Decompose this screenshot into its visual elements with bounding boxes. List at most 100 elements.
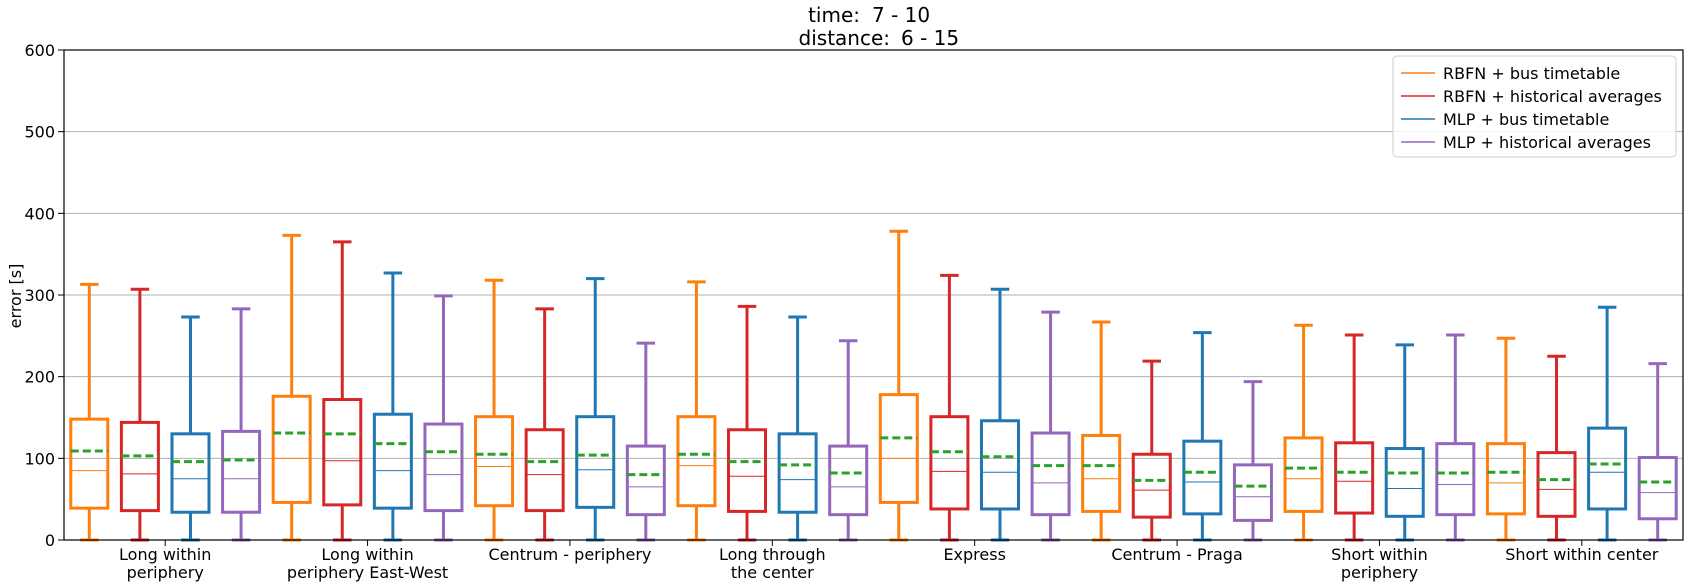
- iqr-box: [372, 412, 413, 510]
- y-tick-label: 300: [24, 286, 55, 305]
- y-tick-label: 500: [24, 123, 55, 142]
- iqr-box: [1081, 433, 1122, 513]
- title-distance-value: 6 - 15: [901, 26, 959, 50]
- iqr-box: [1587, 426, 1628, 511]
- x-tick-label: Long through: [719, 545, 826, 564]
- iqr-box: [777, 432, 818, 514]
- legend-frame: [1392, 55, 1677, 158]
- iqr-box: [1334, 441, 1375, 515]
- box-0-2: [170, 315, 211, 542]
- title-distance-label: distance:: [799, 26, 890, 50]
- iqr-box: [727, 428, 768, 513]
- iqr-box: [1637, 456, 1678, 521]
- box-3-0: [676, 280, 717, 542]
- box-2-3: [625, 341, 666, 542]
- iqr-box: [1485, 442, 1526, 516]
- box-5-3: [1232, 380, 1273, 542]
- iqr-box: [1030, 431, 1071, 517]
- box-5-2: [1182, 331, 1223, 542]
- box-3-3: [828, 339, 869, 542]
- box-5-1: [1131, 359, 1172, 542]
- legend-item: MLP + bus timetable: [1401, 110, 1609, 129]
- x-tick-label: Express: [943, 545, 1005, 564]
- x-tick-label: Centrum - periphery: [488, 545, 651, 564]
- chart-title: time: 7 - 10 distance: 6 - 15: [799, 3, 960, 50]
- iqr-box: [1384, 447, 1425, 518]
- iqr-box: [625, 444, 666, 517]
- legend: RBFN + bus timetable RBFN + historical av…: [1392, 55, 1677, 158]
- iqr-box: [221, 429, 262, 514]
- box-1-3: [423, 294, 464, 542]
- box-2-2: [575, 277, 616, 542]
- box-5-0: [1081, 320, 1122, 542]
- box-7-0: [1485, 336, 1526, 542]
- iqr-box: [979, 419, 1020, 511]
- iqr-box: [474, 415, 515, 508]
- box-6-2: [1384, 343, 1425, 542]
- y-tick-label: 200: [24, 368, 55, 387]
- y-axis-label: error [s]: [6, 264, 25, 329]
- box-0-1: [119, 287, 160, 542]
- iqr-box: [1182, 439, 1223, 516]
- legend-item: RBFN + historical averages: [1401, 87, 1662, 106]
- boxplots: [69, 229, 1678, 542]
- x-tick-label: periphery: [1341, 563, 1418, 582]
- box-4-1: [929, 273, 970, 542]
- box-4-2: [979, 287, 1020, 542]
- box-1-2: [372, 271, 413, 542]
- box-7-2: [1587, 305, 1628, 542]
- legend-label: MLP + bus timetable: [1443, 110, 1609, 129]
- box-7-3: [1637, 362, 1678, 542]
- x-tick-label: Short within: [1331, 545, 1428, 564]
- iqr-box: [828, 444, 869, 517]
- iqr-box: [271, 394, 312, 504]
- box-3-2: [777, 315, 818, 542]
- x-tick-label: Long within: [119, 545, 211, 564]
- box-7-1: [1536, 354, 1577, 542]
- iqr-box: [1232, 463, 1273, 522]
- box-0-3: [221, 307, 262, 542]
- iqr-box: [575, 415, 616, 509]
- legend-item: MLP + historical averages: [1401, 133, 1651, 152]
- box-2-1: [524, 307, 565, 542]
- title-time-value: 7 - 10: [872, 3, 930, 27]
- iqr-box: [878, 393, 919, 504]
- iqr-box: [1283, 436, 1324, 513]
- legend-label: MLP + historical averages: [1443, 133, 1651, 152]
- y-axis-ticks: 0 100 200 300 400 500 600: [24, 41, 64, 550]
- iqr-box: [119, 420, 160, 513]
- box-1-0: [271, 233, 312, 542]
- box-4-3: [1030, 310, 1071, 542]
- x-tick-label: Short within center: [1505, 545, 1659, 564]
- x-tick-label: periphery East-West: [287, 563, 448, 582]
- y-tick-label: 100: [24, 449, 55, 468]
- box-0-0: [69, 282, 110, 542]
- box-2-0: [474, 278, 515, 542]
- iqr-box: [423, 422, 464, 513]
- box-6-0: [1283, 323, 1324, 542]
- x-tick-label: the center: [731, 563, 814, 582]
- box-4-0: [878, 229, 919, 542]
- iqr-box: [1131, 452, 1172, 519]
- iqr-box: [1536, 451, 1577, 518]
- legend-label: RBFN + historical averages: [1443, 87, 1662, 106]
- plot-area-frame: [63, 49, 1684, 541]
- iqr-box: [69, 417, 110, 510]
- x-tick-label: Centrum - Praga: [1111, 545, 1242, 564]
- box-6-1: [1334, 333, 1375, 542]
- x-tick-label: periphery: [127, 563, 204, 582]
- legend-label: RBFN + bus timetable: [1443, 64, 1620, 83]
- iqr-box: [929, 415, 970, 511]
- legend-item: RBFN + bus timetable: [1401, 64, 1620, 83]
- iqr-box: [170, 432, 211, 514]
- x-tick-label: Long within: [321, 545, 413, 564]
- y-tick-label: 0: [45, 531, 55, 550]
- iqr-box: [322, 398, 363, 507]
- box-3-1: [727, 304, 768, 542]
- iqr-box: [1435, 442, 1476, 517]
- gridlines: [64, 131, 1683, 459]
- box-1-1: [322, 240, 363, 542]
- y-tick-label: 400: [24, 204, 55, 223]
